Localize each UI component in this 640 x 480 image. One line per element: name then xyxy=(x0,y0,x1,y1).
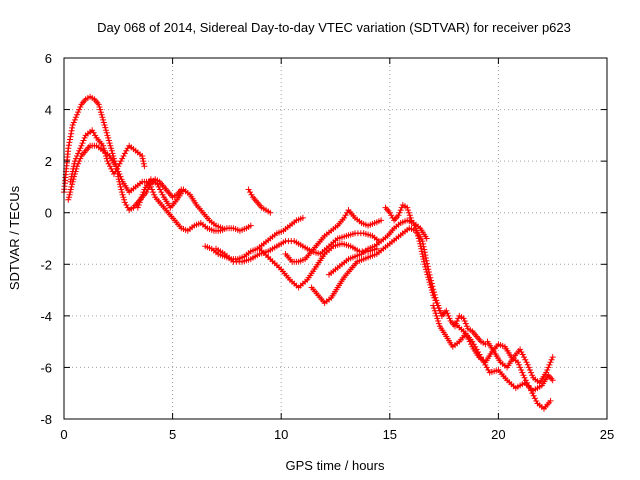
series-trace-9 xyxy=(282,207,385,265)
plot-frame xyxy=(63,57,608,420)
x-tick-label: 5 xyxy=(169,427,176,442)
plus-markers xyxy=(65,142,254,234)
plus-markers xyxy=(326,217,430,278)
series-line xyxy=(284,209,382,263)
x-tick-label: 10 xyxy=(274,427,288,442)
series-trace-8 xyxy=(256,240,380,291)
data-series xyxy=(61,93,556,412)
y-tick-label: -6 xyxy=(40,360,52,375)
chart-title: Day 068 of 2014, Sidereal Day-to-day VTE… xyxy=(97,20,571,35)
plus-markers xyxy=(202,214,306,263)
y-tick-label: 2 xyxy=(45,154,52,169)
plus-markers xyxy=(282,207,385,265)
y-tick-label: 0 xyxy=(45,206,52,221)
grid xyxy=(64,58,607,419)
y-tick-label: 6 xyxy=(45,51,52,66)
y-tick-label: -8 xyxy=(40,412,52,427)
series-trace-15 xyxy=(484,338,556,386)
series-trace-5 xyxy=(245,186,274,216)
plus-markers xyxy=(256,240,380,291)
series-trace-14 xyxy=(452,320,556,394)
plus-markers xyxy=(452,320,556,394)
series-trace-3 xyxy=(65,142,254,234)
series-trace-4 xyxy=(134,176,226,232)
x-tick-label: 15 xyxy=(383,427,397,442)
series-trace-7 xyxy=(213,230,382,265)
x-tick-label: 20 xyxy=(491,427,505,442)
x-tick-label: 25 xyxy=(600,427,614,442)
y-axis-label: SDTVAR / TECUs xyxy=(7,185,22,290)
y-tick-label: -2 xyxy=(40,257,52,272)
plus-markers xyxy=(213,230,382,265)
x-tick-labels: 0 5 10 15 20 25 xyxy=(60,427,614,442)
x-axis-label: GPS time / hours xyxy=(286,458,385,473)
y-tick-label: 4 xyxy=(45,103,52,118)
axis-ticks xyxy=(63,57,608,420)
plus-markers xyxy=(484,338,556,386)
plus-markers xyxy=(245,186,274,216)
x-tick-label: 0 xyxy=(60,427,67,442)
series-line xyxy=(137,178,223,229)
plus-markers xyxy=(134,176,226,232)
series-trace-6 xyxy=(202,214,306,263)
y-tick-label: -4 xyxy=(40,309,52,324)
y-tick-labels: -8 -6 -4 -2 0 2 4 6 xyxy=(40,51,52,427)
series-trace-11 xyxy=(326,217,430,278)
